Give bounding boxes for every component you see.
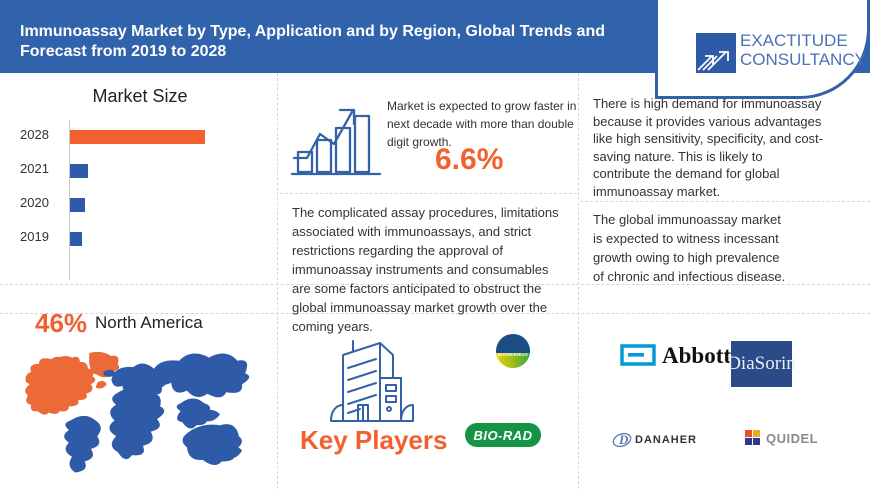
svg-text:BIOMERIEUX: BIOMERIEUX: [498, 352, 528, 357]
svg-text:D: D: [618, 432, 629, 447]
svg-text:Abbott: Abbott: [662, 343, 731, 368]
